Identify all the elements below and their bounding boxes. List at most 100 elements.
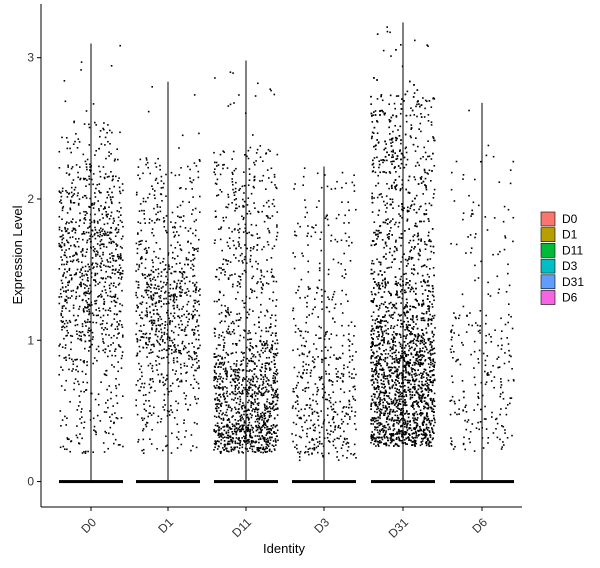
data-point [258,316,260,319]
data-point [195,446,198,449]
data-point [119,346,122,348]
data-point [112,342,114,344]
data-point [98,281,101,284]
data-point [249,344,252,347]
data-point [433,314,436,317]
data-point [313,449,316,451]
data-point [76,436,79,439]
data-point [86,364,88,367]
data-point [318,262,321,265]
data-point [351,359,354,361]
data-point [387,282,389,284]
data-point [95,309,97,311]
data-point [410,258,413,260]
data-point [61,310,63,312]
data-point [321,388,324,390]
data-point [141,239,143,242]
data-point [238,312,241,315]
data-point [220,267,222,269]
data-point [273,394,275,397]
data-point [77,171,79,174]
data-point [269,88,271,90]
data-point [248,418,250,420]
data-point [312,399,314,402]
data-point [256,402,259,405]
data-point [349,260,352,262]
data-point [277,397,279,399]
data-point [136,338,138,340]
data-point [348,371,350,374]
zero-band-D11 [214,480,278,484]
data-point [304,421,306,424]
data-point [235,433,238,436]
data-point [158,288,160,290]
data-point [160,336,163,339]
data-point [196,355,198,357]
data-point [371,345,373,347]
data-point [184,397,187,400]
data-point [251,450,254,453]
data-point [65,249,67,251]
data-point [83,360,85,362]
data-point [102,253,104,256]
data-point [81,408,83,410]
data-point [226,263,229,265]
data-point [107,265,109,268]
data-point [84,321,87,324]
data-point [249,332,251,334]
data-point [242,380,244,382]
data-point [371,197,373,200]
data-point [139,339,142,341]
data-point [150,414,153,416]
data-point [409,424,412,426]
data-point [179,352,181,354]
data-point [417,258,420,261]
data-point [347,201,349,203]
data-point [391,307,393,309]
data-point [83,217,85,220]
data-point [425,327,427,330]
data-point [226,414,228,417]
data-point [246,391,249,394]
data-point [262,378,265,381]
data-point [85,300,87,302]
data-point [349,416,351,418]
data-point [303,353,305,356]
data-point [230,311,232,313]
data-point [83,427,85,429]
data-point [302,337,305,339]
data-point [259,415,262,417]
data-point [298,452,301,455]
data-point [151,367,153,370]
data-point [321,361,323,363]
data-point [263,246,265,248]
data-point [301,426,303,428]
data-point [372,262,375,265]
data-point [265,188,267,190]
data-point [194,302,196,304]
data-point [303,167,306,169]
data-point [343,277,346,279]
data-point [313,343,315,345]
data-point [230,438,233,441]
data-point [174,226,176,229]
data-point [195,287,197,290]
data-point [256,380,258,383]
data-point [425,417,427,420]
data-point [84,255,87,258]
data-point [255,152,258,154]
data-point [173,344,176,346]
data-point [299,297,301,299]
data-point [371,195,373,198]
data-point [62,237,65,240]
data-point [70,201,72,204]
data-point [156,309,158,311]
data-point [58,296,60,298]
data-point [92,267,94,270]
data-point [376,258,378,261]
data-point [257,281,259,283]
data-point [65,256,68,259]
data-point [170,294,173,296]
data-point [324,391,326,394]
data-point [404,313,406,315]
